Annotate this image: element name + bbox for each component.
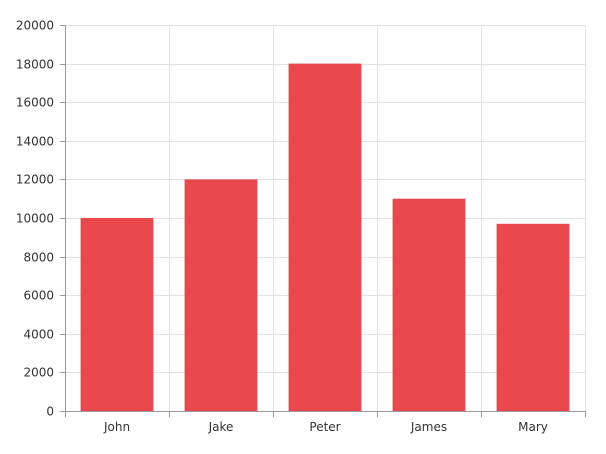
y-tick-label: 18000 (16, 58, 54, 72)
bar-john (80, 218, 154, 411)
x-tick-label: Peter (309, 420, 340, 434)
bars-layer (80, 63, 570, 411)
x-tick-label: Jake (208, 420, 234, 434)
bar-jake (184, 179, 258, 411)
x-tick-label: Mary (518, 420, 548, 434)
labels-layer: 0 2000 4000 6000 8000 10000 12000 14000 16000 180… (16, 19, 548, 435)
y-tick-label: 10000 (16, 212, 54, 226)
y-tick-label: 16000 (16, 96, 54, 110)
y-tick-label: 14000 (16, 135, 54, 149)
y-tick-label: 8000 (23, 251, 54, 265)
y-tick-label: 0 (46, 405, 54, 419)
x-tick-label: James (410, 420, 447, 434)
y-tick-label: 20000 (16, 19, 54, 33)
y-tick-label: 6000 (23, 289, 54, 303)
bar-mary (496, 223, 570, 411)
y-tick-label: 12000 (16, 173, 54, 187)
y-tick-label: 2000 (23, 366, 54, 380)
x-tick-label: John (103, 420, 130, 434)
bar-james (392, 198, 466, 411)
bar-peter (288, 63, 362, 411)
y-tick-label: 4000 (23, 328, 54, 342)
axis-layer (60, 25, 586, 417)
